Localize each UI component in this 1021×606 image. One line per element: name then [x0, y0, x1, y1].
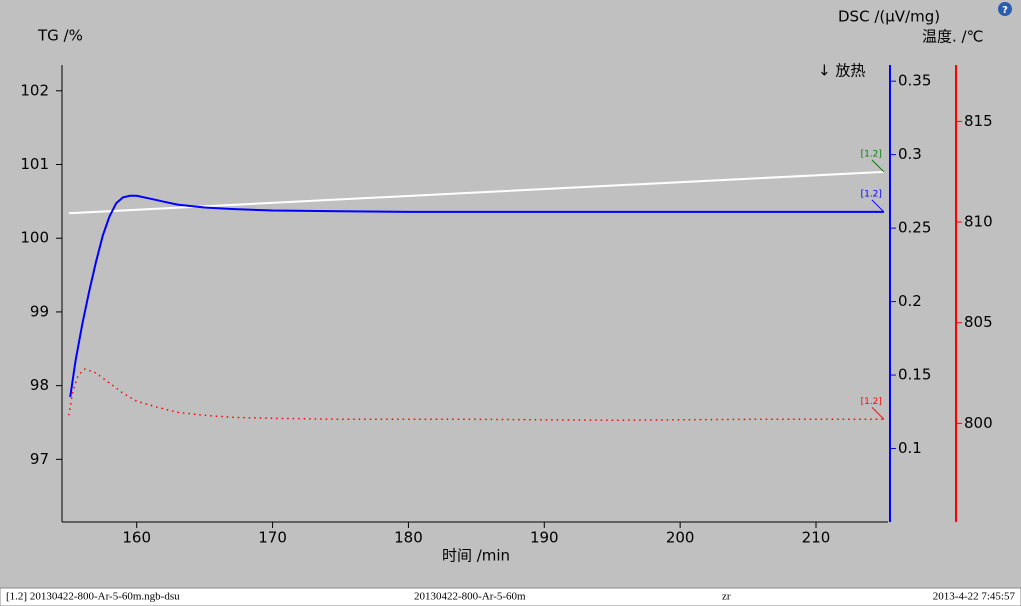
y-tick-label: 100: [20, 229, 49, 247]
y2-tick-label: 0.15: [898, 366, 931, 384]
y3-axis-title: 温度. /℃: [922, 28, 983, 46]
y2-tick-label: 0.25: [898, 219, 931, 237]
end-label: [1.2]: [861, 397, 882, 407]
y2-tick-label: 0.1: [898, 439, 922, 457]
end-label-leader: [871, 159, 885, 173]
series-line: [68, 368, 884, 422]
x-tick-label: 190: [530, 529, 559, 547]
y3-tick-label: 805: [964, 313, 993, 331]
series-line: [68, 170, 884, 215]
help-icon[interactable]: [998, 2, 1012, 16]
y2-tick-label: 0.3: [898, 145, 922, 163]
y-tick-label: 101: [20, 155, 49, 173]
y-tick-label: 99: [30, 302, 49, 320]
x-tick-label: 210: [802, 529, 831, 547]
x-tick-label: 160: [122, 529, 151, 547]
y-axis-title: TG /%: [37, 27, 83, 45]
status-bar-bg: [0, 587, 1021, 606]
help-icon-text[interactable]: ?: [1002, 5, 1008, 16]
status-bar: [1.2] 20130422-800-Ar-5-60m.ngb-dsu 2013…: [0, 587, 1021, 606]
end-label-leader: [871, 406, 885, 420]
end-label: [1.2]: [861, 149, 882, 159]
x-axis-title: 时间 /min: [442, 547, 510, 565]
status-sample: 20130422-800-Ar-5-60m: [414, 591, 526, 603]
series-line: [69, 194, 884, 398]
status-file: [1.2] 20130422-800-Ar-5-60m.ngb-dsu: [6, 591, 180, 603]
y3-tick-label: 810: [964, 213, 993, 231]
x-tick-label: 200: [666, 529, 695, 547]
end-label-leader: [871, 199, 885, 213]
end-label: [1.2]: [861, 189, 882, 199]
y3-tick-label: 815: [964, 112, 993, 130]
y2-tick-label: 0.2: [898, 292, 922, 310]
y2-axis-title: DSC /(μV/mg): [838, 8, 940, 26]
annotation: ↓ 放热: [818, 62, 865, 80]
y-tick-label: 97: [30, 450, 49, 468]
y-tick-label: 98: [30, 376, 49, 394]
x-tick-label: 180: [394, 529, 423, 547]
y2-tick-label: 0.35: [898, 72, 931, 90]
status-operator: zr: [722, 591, 731, 603]
y3-tick-label: 800: [964, 414, 993, 432]
status-datetime: 2013-4-22 7:45:57: [933, 591, 1016, 603]
y-tick-label: 102: [20, 81, 49, 99]
x-tick-label: 170: [258, 529, 287, 547]
